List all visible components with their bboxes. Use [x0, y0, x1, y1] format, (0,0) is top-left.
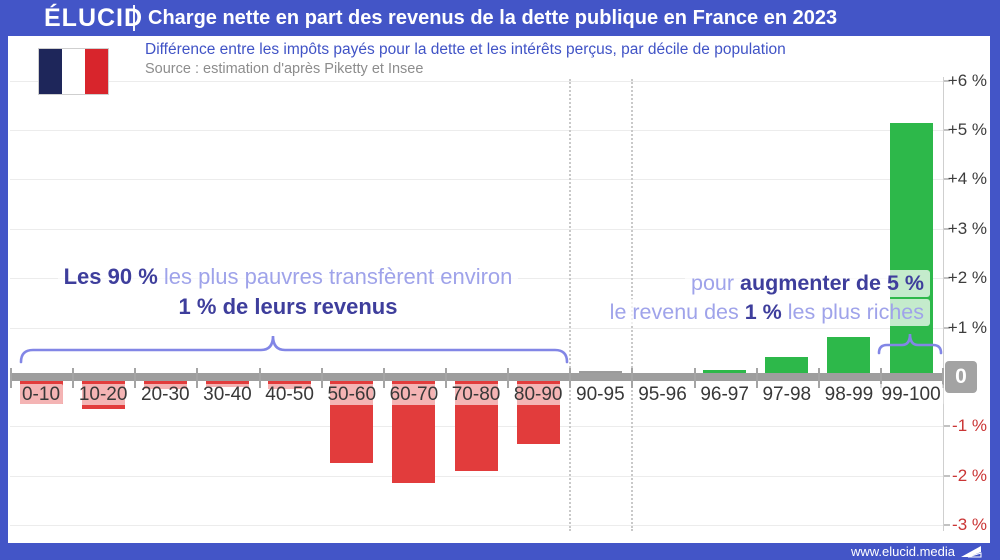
y-axis-line [943, 77, 944, 531]
axis-boundary-tick [444, 368, 447, 388]
frame-border-left [0, 36, 8, 544]
axis-boundary-tick [755, 368, 758, 388]
chart-source: Source : estimation d'après Piketty et I… [145, 61, 424, 77]
annotation-line: Les 90 % les plus pauvres transfèrent en… [10, 263, 566, 291]
axis-boundary-tick [631, 368, 634, 388]
gridline [10, 525, 943, 527]
x-axis-label: 0-10 [18, 384, 64, 405]
france-flag-icon [38, 48, 109, 95]
x-axis-label: 95-96 [635, 384, 690, 405]
axis-boundary-tick [72, 368, 75, 388]
y-axis-tick [943, 178, 950, 181]
zero-axis-line [10, 373, 943, 381]
gridline [10, 475, 943, 477]
frame-border-right [990, 36, 1000, 544]
axis-boundary-tick [134, 368, 137, 388]
axis-boundary-tick [320, 368, 323, 388]
x-axis-label: 10-20 [75, 384, 131, 405]
axis-boundary-tick [258, 368, 261, 388]
axis-boundary-tick [817, 368, 820, 388]
bar-97-98 [765, 357, 809, 377]
elucid-logo: ÉLUCID [44, 4, 144, 32]
y-axis-tick [943, 474, 950, 477]
footer-bar [0, 543, 1000, 560]
y-axis-tick [943, 277, 950, 280]
gridline [10, 179, 943, 181]
gridline [10, 130, 943, 131]
annotation-top-1-percent: pour augmenter de 5 % le revenu des 1 % l… [600, 270, 930, 328]
axis-boundary-tick [569, 368, 572, 388]
chart-subtitle: Différence entre les impôts payés pour l… [145, 41, 786, 58]
y-axis-label: -2 % [952, 465, 987, 485]
x-axis-label: 98-99 [821, 384, 877, 405]
y-axis-label: +4 % [947, 169, 987, 189]
x-axis-label: 99-100 [878, 384, 944, 405]
gridline [10, 327, 943, 329]
axis-boundary-tick [9, 368, 12, 388]
axis-boundary-tick [880, 368, 883, 388]
y-axis-tick [943, 326, 950, 329]
x-axis-label: 20-30 [137, 384, 193, 405]
gridline [10, 228, 943, 230]
separator-line [569, 79, 572, 531]
gridline [10, 80, 943, 82]
axis-boundary-tick [693, 368, 696, 388]
axis-boundary-tick [382, 368, 385, 388]
annotation-line: le revenu des 1 % les plus riches [600, 299, 930, 326]
bar-99-100 [889, 122, 933, 377]
y-axis-label: +3 % [947, 218, 987, 238]
y-axis-label: +1 % [947, 317, 987, 337]
x-axis-label: 97-98 [759, 384, 815, 405]
y-axis-tick [943, 227, 950, 230]
website-link[interactable]: www.elucid.media [850, 544, 955, 559]
y-axis-tick [943, 79, 950, 82]
x-axis-label: 50-60 [324, 384, 380, 405]
annotation-line: pour augmenter de 5 % [600, 270, 930, 297]
x-axis-label: 80-90 [510, 384, 566, 405]
x-axis-label: 30-40 [200, 384, 255, 405]
pennant-flag-icon [961, 546, 982, 558]
annotation-bottom-90-percent: Les 90 % les plus pauvres transfèrent en… [10, 263, 566, 323]
y-axis-label: +2 % [947, 268, 987, 288]
y-axis-tick [943, 425, 950, 428]
axis-boundary-tick [942, 368, 945, 388]
x-axis-label: 60-70 [386, 384, 442, 405]
y-axis-tick [943, 129, 950, 131]
x-axis-label: 70-80 [448, 384, 504, 405]
bar-30-40 [205, 377, 249, 387]
x-axis-label: 96-97 [697, 384, 752, 405]
y-axis-label: +6 % [947, 70, 987, 90]
bar-98-99 [827, 337, 871, 377]
axis-boundary-tick [507, 368, 510, 388]
x-axis-label: 90-95 [573, 384, 628, 405]
page-title: Charge nette en part des revenus de la d… [148, 7, 838, 29]
header-bar: ÉLUCID Charge nette en part des revenus … [0, 0, 1000, 36]
axis-boundary-tick [196, 368, 199, 388]
y-axis-label: -3 % [952, 515, 987, 535]
zero-axis-badge: 0 [945, 361, 977, 393]
y-axis-label: +5 % [947, 120, 987, 139]
y-axis-label: -1 % [952, 416, 987, 436]
header-divider [133, 5, 135, 31]
annotation-line: 1 % de leurs revenus [10, 293, 566, 321]
y-axis-tick [943, 524, 950, 527]
x-axis-label: 40-50 [262, 384, 317, 405]
